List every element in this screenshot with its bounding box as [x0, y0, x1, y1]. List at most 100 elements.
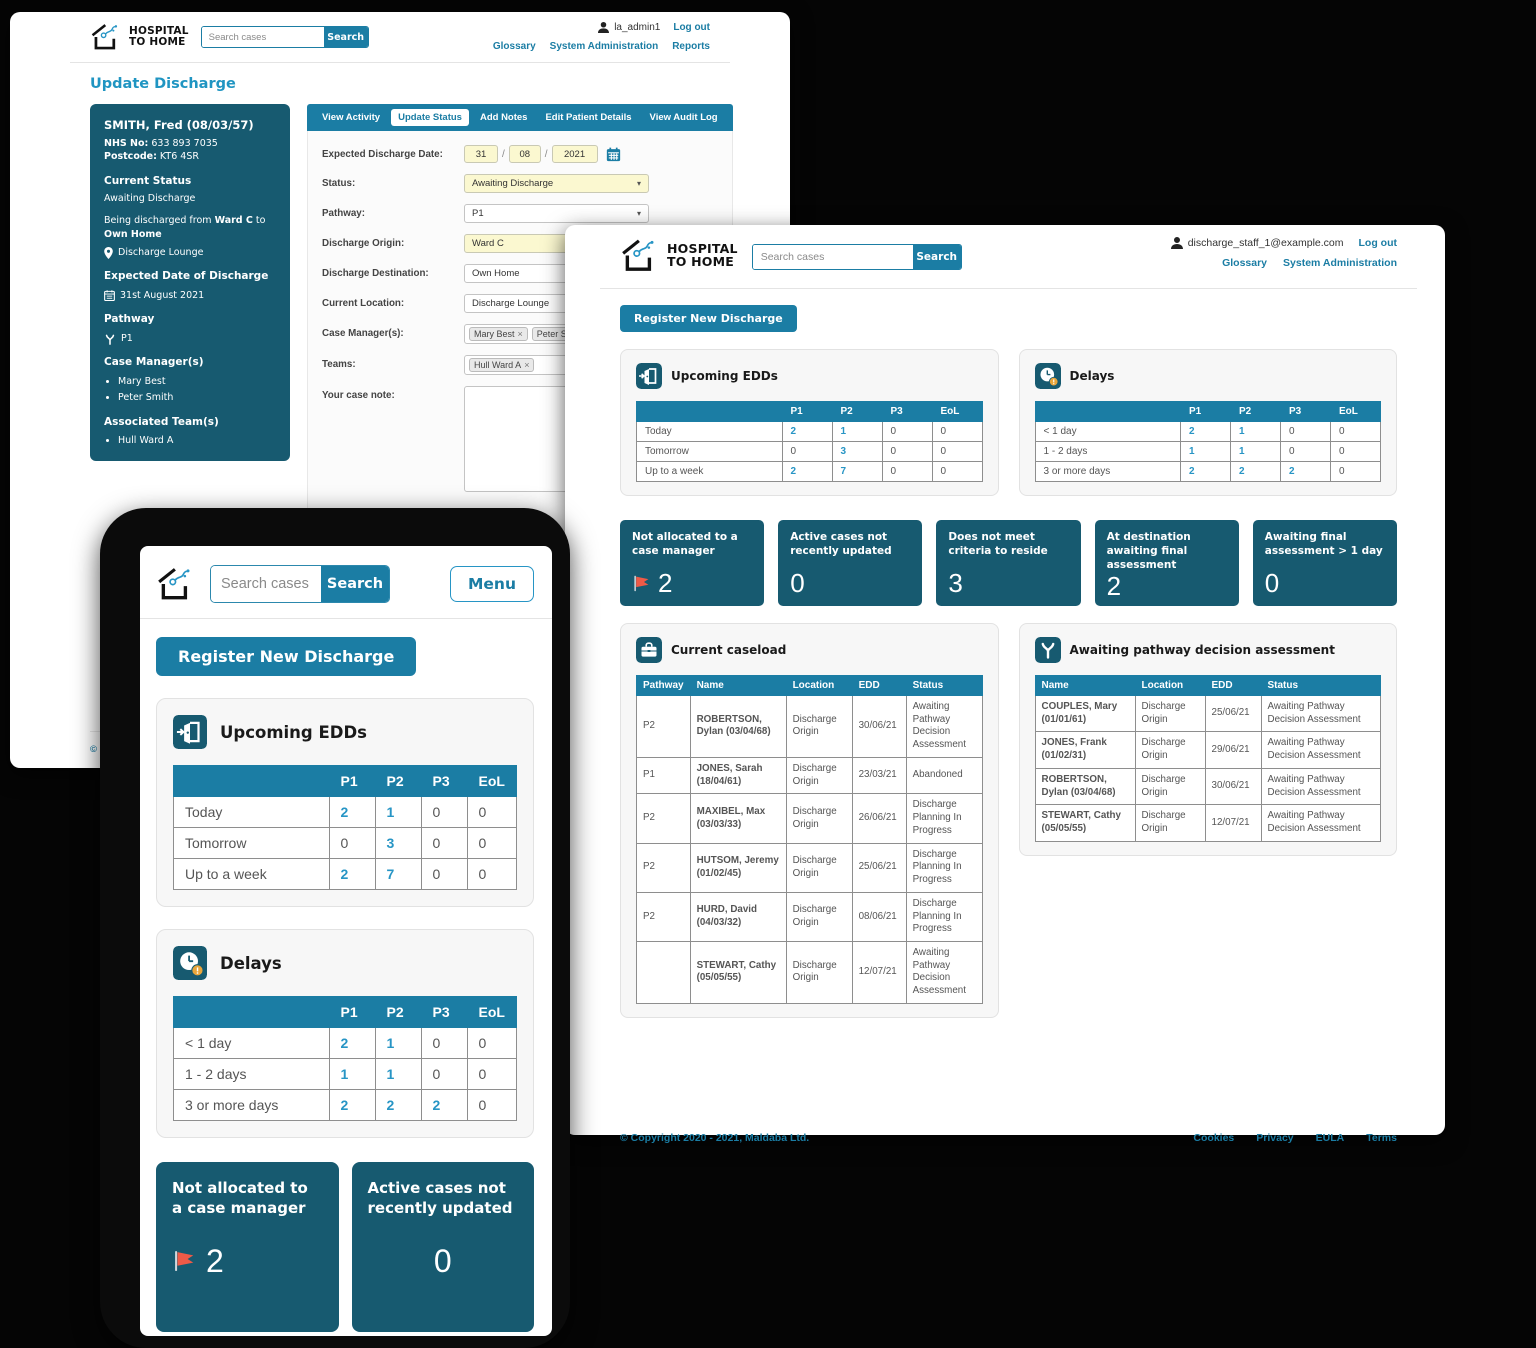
search-button[interactable]: Search [321, 566, 389, 602]
copyright-text: © Copyright 2020 - 2021, Maldaba Ltd. [620, 1131, 810, 1144]
current-status-label: Current Status [104, 175, 192, 188]
table-row: JONES, Frank (01/02/31) Discharge Origin… [1034, 731, 1381, 769]
count-cell[interactable]: 7 [374, 858, 422, 890]
edd-year-input[interactable]: 2021 [551, 145, 598, 163]
search-input[interactable] [201, 27, 324, 47]
register-new-discharge-button[interactable]: Register New Discharge [156, 637, 417, 676]
count-cell[interactable]: 2 [374, 1089, 422, 1121]
tag-case-manager: Mary Best [469, 327, 528, 341]
count-cell[interactable]: 2 [1230, 461, 1281, 482]
tab-view-audit-log[interactable]: View Audit Log [649, 112, 718, 123]
count-cell[interactable]: 1 [1230, 421, 1281, 442]
header-divider [600, 288, 1417, 289]
nav-reports[interactable]: Reports [672, 41, 710, 52]
case-managers-label: Case Manager(s) [104, 356, 204, 369]
stat-not-updated: Active cases not recently updated 0 [351, 1162, 534, 1332]
count-cell[interactable]: 2 [328, 858, 376, 890]
count-cell[interactable]: 7 [831, 461, 883, 482]
patient-link[interactable]: STEWART, Cathy (05/05/55) [689, 941, 787, 1004]
count-cell[interactable]: 1 [1180, 441, 1231, 462]
table-row: P2 ROBERTSON, Dylan (03/04/68) Discharge… [636, 695, 983, 758]
patient-link[interactable]: HURD, David (04/03/32) [689, 891, 787, 943]
card-title: Awaiting pathway decision assessment [1069, 643, 1335, 657]
count-cell[interactable]: 2 [781, 421, 833, 442]
count-cell[interactable]: 1 [374, 796, 422, 828]
tab-edit-patient-details[interactable]: Edit Patient Details [545, 112, 632, 123]
count-cell[interactable]: 2 [781, 461, 833, 482]
table-row: Today 2 1 0 0 [636, 421, 983, 442]
hospital-to-home-logo-icon[interactable] [156, 564, 198, 604]
count-cell[interactable]: 2 [1180, 461, 1231, 482]
patient-ids: NHS No: 633 893 7035 Postcode: KT6 4SR [104, 137, 218, 163]
table-row: < 1 day 2 1 0 0 [1034, 421, 1381, 442]
delays-table: P1 P2 P3 EoL < 1 day 2 1 0 0 [1034, 401, 1381, 482]
search-input[interactable] [752, 245, 913, 269]
count-cell[interactable]: 1 [374, 1027, 422, 1059]
count-cell[interactable]: 3 [374, 827, 422, 859]
tab-bar: View Activity Update Status Add Notes Ed… [307, 104, 733, 131]
edd-value: 31st August 2021 [120, 289, 205, 301]
logout-link[interactable]: Log out [673, 22, 710, 33]
table-row: Today 2 1 0 0 [173, 796, 518, 828]
app-logo[interactable]: HOSPITAL TO HOME [620, 237, 738, 274]
nav-system-administration[interactable]: System Administration [1283, 257, 1397, 269]
count-cell: 0 [466, 1027, 518, 1059]
status-select[interactable]: Awaiting Discharge [464, 174, 649, 193]
remove-tag-icon[interactable] [524, 360, 529, 370]
patient-link[interactable]: HUTSOM, Jeremy (01/02/45) [689, 842, 787, 893]
datepicker-calendar-icon[interactable] [606, 147, 621, 162]
footer-link-privacy[interactable]: Privacy [1256, 1131, 1294, 1144]
patient-summary-card: SMITH, Fred (08/03/57) NHS No: 633 893 7… [90, 104, 290, 462]
logout-link[interactable]: Log out [1358, 237, 1397, 249]
patient-link[interactable]: MAXIBEL, Max (03/03/33) [689, 793, 787, 844]
count-cell: 0 [420, 1058, 468, 1090]
patient-link[interactable]: COUPLES, Mary (01/01/61) [1034, 694, 1136, 733]
nav-system-administration[interactable]: System Administration [549, 41, 659, 52]
count-cell[interactable]: 2 [328, 796, 376, 828]
patient-link[interactable]: ROBERTSON, Dylan (03/04/68) [689, 695, 787, 758]
count-cell[interactable]: 3 [831, 441, 883, 462]
tab-view-activity[interactable]: View Activity [322, 112, 381, 123]
search-button[interactable]: Search [912, 245, 961, 269]
app-logo[interactable]: HOSPITAL TO HOME [90, 22, 189, 52]
chevron-down-icon [637, 179, 641, 188]
field-label: Your case note: [322, 390, 395, 401]
nav-glossary[interactable]: Glossary [1222, 257, 1268, 269]
count-cell: 0 [1280, 421, 1331, 442]
count-cell[interactable]: 1 [831, 421, 883, 442]
count-cell: 0 [931, 421, 983, 442]
count-cell[interactable]: 1 [1230, 441, 1281, 462]
nav-glossary[interactable]: Glossary [492, 41, 536, 52]
count-cell: 0 [781, 441, 833, 462]
search-input[interactable] [211, 566, 321, 602]
footer-link-eula[interactable]: EULA [1315, 1131, 1345, 1144]
tab-add-notes[interactable]: Add Notes [479, 112, 528, 123]
search-button[interactable]: Search [323, 27, 368, 47]
footer-link-cookies[interactable]: Cookies [1193, 1131, 1235, 1144]
edd-day-input[interactable]: 31 [464, 145, 498, 163]
field-label: Discharge Destination: [322, 268, 429, 279]
count-cell[interactable]: 1 [374, 1058, 422, 1090]
count-cell[interactable]: 2 [328, 1027, 376, 1059]
table-row: Up to a week 2 7 0 0 [173, 858, 518, 890]
count-cell[interactable]: 2 [1180, 421, 1231, 442]
clock-delay-icon [173, 946, 207, 980]
patient-link[interactable]: JONES, Sarah (18/04/61) [689, 756, 787, 795]
patient-link[interactable]: STEWART, Cathy (05/05/55) [1034, 804, 1136, 842]
edd-month-input[interactable]: 08 [508, 145, 541, 163]
patient-link[interactable]: JONES, Frank (01/02/31) [1034, 731, 1136, 769]
patient-link[interactable]: ROBERTSON, Dylan (03/04/68) [1034, 767, 1136, 806]
menu-button[interactable]: Menu [449, 566, 534, 602]
tab-update-status[interactable]: Update Status [391, 109, 469, 126]
count-cell[interactable]: 1 [328, 1058, 376, 1090]
tag-team: Hull Ward A [469, 358, 535, 372]
count-cell: 0 [466, 1089, 518, 1121]
count-cell[interactable]: 2 [420, 1089, 468, 1121]
pathway-select[interactable]: P1 [464, 204, 649, 223]
count-cell[interactable]: 2 [328, 1089, 376, 1121]
remove-tag-icon[interactable] [518, 329, 523, 339]
count-cell: 0 [931, 441, 983, 462]
register-new-discharge-button[interactable]: Register New Discharge [620, 305, 797, 332]
footer-link-terms[interactable]: Terms [1366, 1131, 1397, 1144]
count-cell[interactable]: 2 [1280, 461, 1331, 482]
